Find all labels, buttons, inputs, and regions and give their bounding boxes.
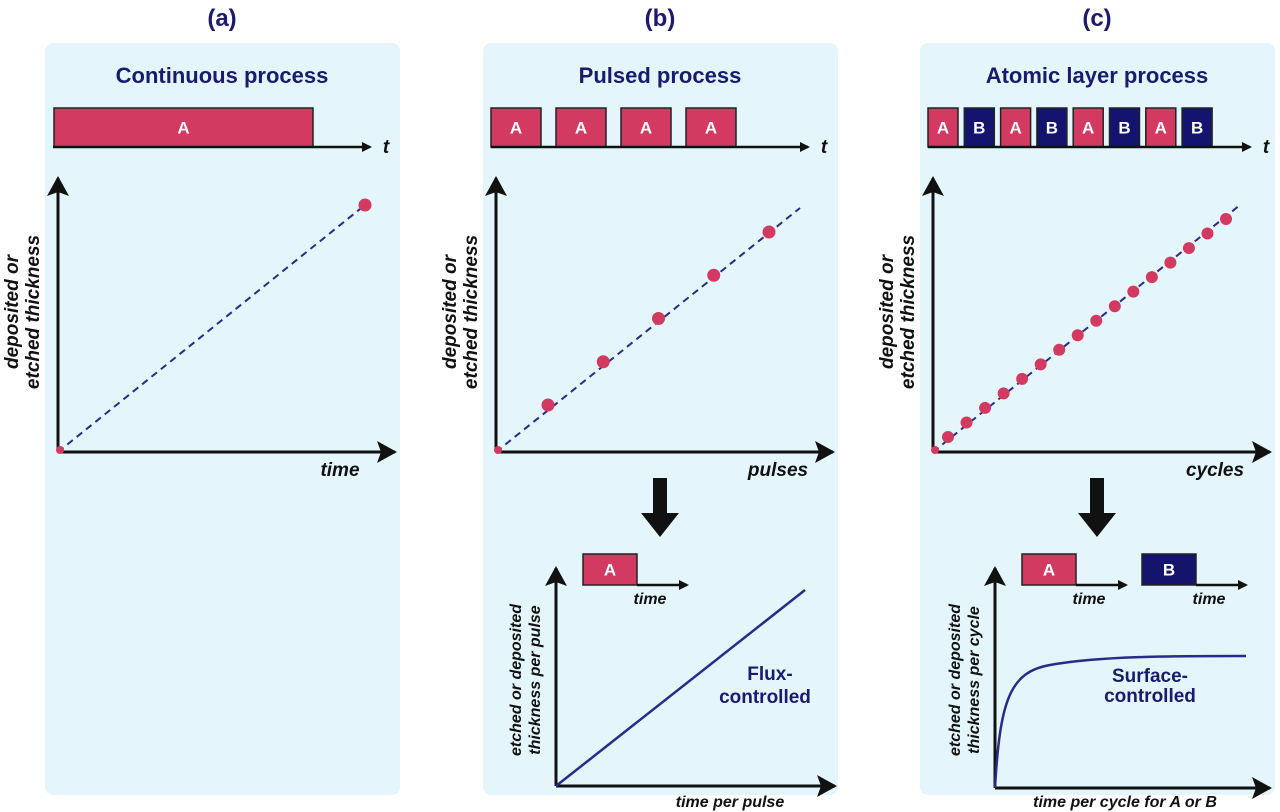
y-axis-label: deposited or etched thickness	[2, 235, 44, 389]
data-point	[652, 312, 665, 325]
origin-point	[931, 446, 939, 454]
pulse-box-label: A	[177, 119, 189, 138]
panel-label: (a)	[207, 5, 236, 32]
inset-y-axis-label-line: etched or deposited	[508, 603, 525, 756]
curve-annotation: Surface-	[1112, 666, 1188, 687]
inset-pulse-box-label: A	[604, 561, 616, 580]
data-point	[1016, 372, 1029, 385]
pulse-box-label: A	[640, 119, 652, 138]
inset-time-label: time	[1193, 591, 1226, 608]
data-point	[541, 398, 555, 412]
inset-y-axis-label-line: thickness per pulse	[527, 605, 544, 754]
pulse-box-label: A	[1009, 119, 1021, 138]
data-point	[1145, 271, 1158, 284]
pulse-box-label: A	[1155, 119, 1167, 138]
pulse-box	[490, 107, 542, 148]
down-arrow-icon	[1078, 478, 1116, 537]
panel-label: (b)	[645, 5, 676, 32]
pulse-box	[1108, 107, 1141, 148]
pulse-box	[1036, 107, 1068, 148]
curve-annotation: Flux-	[747, 664, 792, 685]
data-point	[1201, 227, 1214, 240]
inset-x-axis-label: time per cycle for A or B	[1033, 794, 1217, 811]
data-point	[1182, 242, 1195, 255]
x-axis-label: cycles	[1186, 460, 1244, 481]
y-axis-label-line: etched thickness	[23, 235, 44, 389]
data-point	[1053, 343, 1066, 356]
panel-title: Continuous process	[116, 63, 329, 88]
data-point	[1034, 358, 1047, 371]
inset-pulse-box	[582, 553, 638, 586]
data-point	[1071, 329, 1084, 342]
pulse-box-label: A	[510, 119, 522, 138]
down-arrow-icon	[641, 478, 679, 537]
inset-y-axis-label: etched or deposited thickness per cycle	[947, 603, 983, 756]
data-point	[1108, 300, 1121, 313]
pulse-box-label: B	[1118, 119, 1130, 138]
inset-time-label: time	[634, 591, 667, 608]
trend-dashed-line	[57, 204, 366, 453]
inset-x-axis-label: time per pulse	[676, 794, 785, 811]
inset-pulse-box	[1021, 553, 1077, 586]
panel-title: Atomic layer process	[986, 63, 1209, 88]
pulse-box	[927, 107, 959, 148]
data-point	[596, 355, 610, 369]
y-axis-label-line: etched thickness	[898, 235, 919, 389]
flux-controlled-line	[555, 589, 806, 787]
data-point	[358, 198, 372, 212]
data-point	[762, 225, 776, 239]
origin-point	[56, 446, 64, 454]
data-point	[979, 401, 992, 414]
pulse-box	[1181, 107, 1213, 148]
data-point	[1164, 256, 1177, 269]
data-point	[997, 387, 1010, 400]
pulse-box-label: A	[575, 119, 587, 138]
data-point	[960, 416, 973, 429]
inset-pulse-box	[1141, 553, 1197, 586]
inset-y-axis-label-line: etched or deposited	[947, 603, 964, 756]
data-point	[1127, 285, 1140, 298]
y-axis-label: deposited or etched thickness	[877, 235, 919, 389]
y-axis-label-line: deposited or	[2, 253, 23, 369]
pulse-box-label: A	[1082, 119, 1094, 138]
pulse-box-label: B	[1046, 119, 1058, 138]
origin-point	[494, 446, 502, 454]
y-axis-label-line: deposited or	[440, 253, 461, 369]
surface-controlled-curve	[993, 654, 1247, 789]
inset-pulse-box-label: A	[1043, 561, 1055, 580]
inset-y-axis-label: etched or deposited thickness per pulse	[508, 603, 544, 756]
t-axis-label: t	[1263, 137, 1270, 158]
data-point	[707, 268, 721, 282]
panel-label: (c)	[1082, 5, 1111, 32]
curve-annotation: controlled	[1104, 686, 1196, 707]
t-axis-label: t	[383, 137, 390, 158]
panel-title: Pulsed process	[579, 63, 742, 88]
pulse-box	[53, 107, 314, 148]
curve-annotation: controlled	[719, 687, 811, 708]
data-point	[942, 431, 954, 443]
pulse-box-label: A	[705, 119, 717, 138]
inset-pulse-box-label: B	[1163, 561, 1175, 580]
x-axis-label: pulses	[747, 460, 808, 481]
panel-background-1	[483, 43, 838, 795]
panel-background-0	[45, 43, 400, 795]
panel-background-2	[920, 43, 1275, 795]
inset-y-axis-label-line: thickness per cycle	[966, 606, 983, 754]
data-point	[1220, 213, 1232, 225]
pulse-box-label: A	[937, 119, 949, 138]
pulse-box	[1145, 107, 1177, 148]
x-axis-label: time	[320, 460, 360, 481]
inset-time-label: time	[1073, 591, 1106, 608]
y-axis-label-line: deposited or	[877, 253, 898, 369]
pulse-box-label: B	[1191, 119, 1203, 138]
y-axis-label-line: etched thickness	[461, 235, 482, 389]
t-axis-label: t	[821, 137, 828, 158]
pulse-box	[963, 107, 996, 148]
pulse-box-label: B	[973, 119, 985, 138]
y-axis-label: deposited or etched thickness	[440, 235, 482, 389]
data-point	[1090, 314, 1103, 327]
